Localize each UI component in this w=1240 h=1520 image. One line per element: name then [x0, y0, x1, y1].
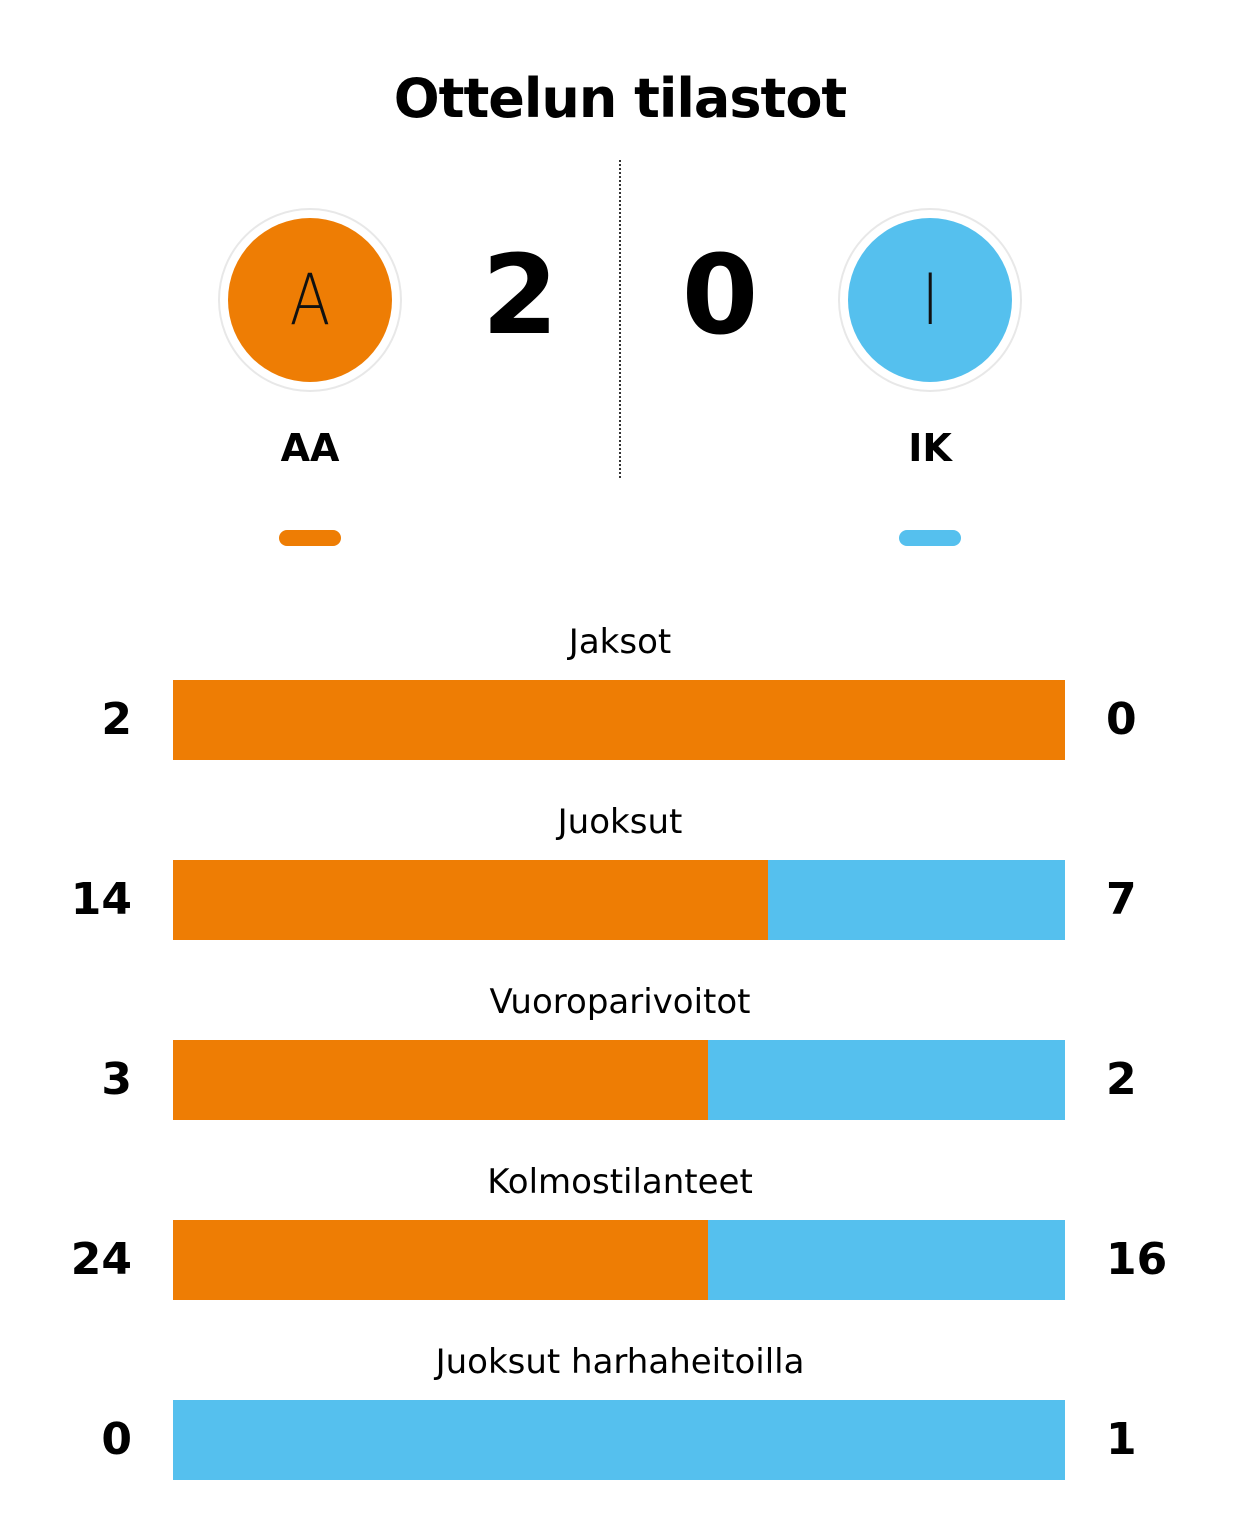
- away-bar-segment: [767, 860, 1065, 940]
- away-legend-swatch: [899, 530, 961, 546]
- away-stat-value: 2: [1106, 1054, 1137, 1105]
- stat-bar: [173, 1040, 1065, 1120]
- home-bar-segment: [173, 1220, 709, 1300]
- home-stat-value: 0: [101, 1414, 132, 1465]
- stat-bar: [173, 860, 1065, 940]
- stat-row: Vuoroparivoitot 3 2: [0, 980, 1240, 1160]
- stat-label: Juoksut harhaheitoilla: [435, 1342, 805, 1382]
- home-stat-value: 2: [101, 694, 132, 745]
- stat-row: Jaksot 2 0: [0, 620, 1240, 800]
- away-team-logo: I: [838, 208, 1022, 392]
- stat-label: Vuoroparivoitot: [489, 982, 751, 1022]
- away-bar-segment: [708, 1220, 1065, 1300]
- stat-label: Juoksut: [557, 802, 683, 842]
- home-score: 2: [481, 231, 559, 359]
- stat-bar: [173, 680, 1065, 760]
- stat-label: Jaksot: [568, 622, 672, 662]
- away-team-logo-circle: I: [848, 218, 1012, 382]
- away-stat-value: 0: [1106, 694, 1137, 745]
- home-team-logo: A: [218, 208, 402, 392]
- away-bar-segment: [173, 1400, 1065, 1480]
- away-team-logo-initial: I: [921, 259, 939, 341]
- stat-bar: [173, 1220, 1065, 1300]
- away-stat-value: 7: [1106, 874, 1137, 925]
- home-team-name: AA: [280, 426, 340, 470]
- away-score: 0: [681, 231, 759, 359]
- stat-label: Kolmostilanteet: [487, 1162, 753, 1202]
- home-bar-segment: [173, 680, 1065, 760]
- home-bar-segment: [173, 1040, 709, 1120]
- page-title: Ottelun tilastot: [393, 67, 848, 130]
- home-stat-value: 14: [70, 874, 132, 925]
- home-bar-segment: [173, 860, 768, 940]
- home-stat-value: 24: [70, 1234, 132, 1285]
- away-stat-value: 16: [1106, 1234, 1168, 1285]
- home-team-logo-circle: A: [228, 218, 392, 382]
- home-team-logo-initial: A: [289, 259, 331, 341]
- away-bar-segment: [708, 1040, 1065, 1120]
- stat-row: Kolmostilanteet 24 16: [0, 1160, 1240, 1340]
- away-stat-value: 1: [1106, 1414, 1137, 1465]
- center-divider: [619, 160, 621, 478]
- home-legend-swatch: [279, 530, 341, 546]
- stat-row: Juoksut 14 7: [0, 800, 1240, 980]
- home-stat-value: 3: [101, 1054, 132, 1105]
- stat-row: Juoksut harhaheitoilla 0 1: [0, 1340, 1240, 1520]
- stat-bar: [173, 1400, 1065, 1480]
- away-team-name: IK: [908, 426, 952, 470]
